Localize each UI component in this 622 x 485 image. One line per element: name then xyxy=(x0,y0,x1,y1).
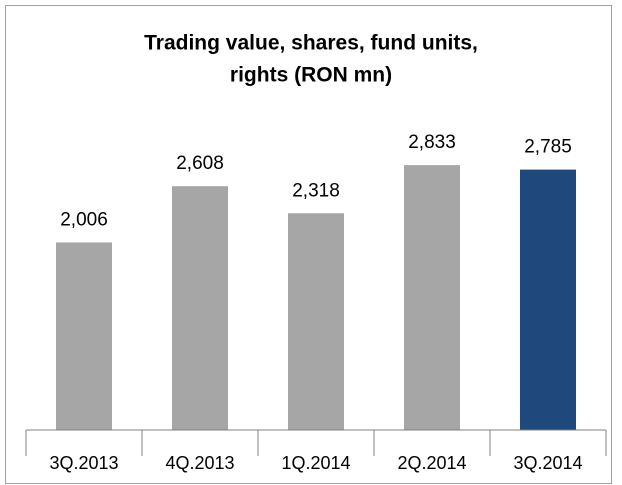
x-tick-label: 2Q.2014 xyxy=(397,453,466,473)
x-tick-label: 4Q.2013 xyxy=(165,453,234,473)
x-tick-label: 3Q.2014 xyxy=(513,453,582,473)
chart-title: Trading value, shares, fund units, xyxy=(144,32,478,55)
data-label: 2,318 xyxy=(292,180,340,201)
x-tick-label: 1Q.2014 xyxy=(281,453,350,473)
data-label: 2,833 xyxy=(408,132,456,153)
x-tick-label: 3Q.2013 xyxy=(49,453,118,473)
data-label: 2,608 xyxy=(176,153,224,174)
bar xyxy=(172,186,228,430)
data-label: 2,006 xyxy=(60,209,108,230)
bar xyxy=(520,169,576,431)
bar xyxy=(404,165,460,430)
bar xyxy=(288,213,344,430)
bar xyxy=(56,242,112,430)
data-label: 2,785 xyxy=(524,137,572,158)
chart-title: rights (RON mn) xyxy=(230,64,392,87)
